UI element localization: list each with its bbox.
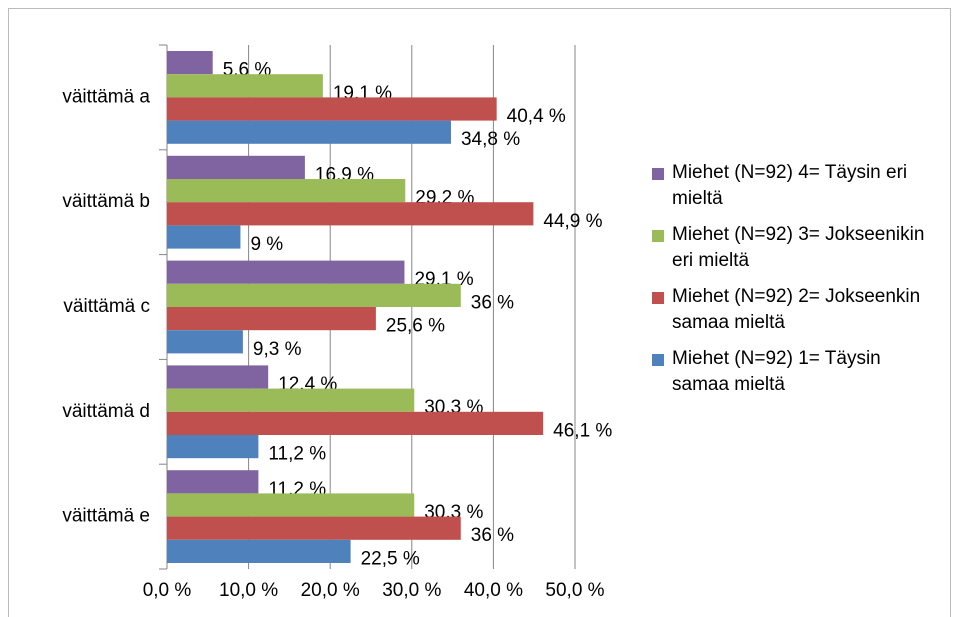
bar (167, 388, 415, 412)
chart-frame (8, 8, 951, 617)
data-label: 40,4 % (507, 106, 566, 127)
bar (167, 225, 241, 249)
legend: Miehet (N=92) 4= Täysin eri mieltä Miehet… (652, 160, 932, 408)
y-tick-label: väittämä e (62, 506, 150, 527)
legend-label: Miehet (N=92) 1= Täysin samaa mieltä (672, 348, 881, 395)
bar (167, 493, 415, 517)
bar (167, 365, 269, 389)
bar (167, 307, 376, 331)
bar (167, 470, 259, 494)
bar (167, 283, 461, 307)
data-label: 36 % (471, 292, 514, 313)
bar (167, 411, 544, 435)
bar (167, 155, 305, 179)
bar (167, 539, 351, 563)
bar (167, 435, 259, 459)
data-label: 11,2 % (268, 444, 326, 465)
legend-swatch (652, 292, 664, 304)
legend-swatch (652, 354, 664, 366)
bar (167, 97, 497, 121)
legend-item: Miehet (N=92) 2= Jokseenkin samaa mieltä (652, 284, 932, 336)
legend-item: Miehet (N=92) 3= Jokseenikin eri mieltä (652, 222, 932, 274)
y-tick-label: väittämä b (62, 191, 150, 212)
y-tick-label: väittämä a (62, 86, 150, 107)
data-label: 25,6 % (386, 316, 445, 337)
x-tick-label: 30,0 % (382, 580, 441, 601)
legend-swatch (652, 168, 664, 180)
bar (167, 179, 406, 203)
legend-item: Miehet (N=92) 4= Täysin eri mieltä (652, 160, 932, 212)
legend-swatch (652, 230, 664, 242)
legend-label: Miehet (N=92) 2= Jokseenkin samaa mieltä (672, 286, 921, 333)
x-tick-label: 40,0 % (464, 580, 523, 601)
y-tick-label: väittämä c (63, 296, 150, 317)
data-label: 36 % (471, 525, 514, 546)
legend-label: Miehet (N=92) 3= Jokseenikin eri mieltä (672, 224, 925, 271)
data-label: 46,1 % (553, 420, 612, 441)
x-tick-label: 0,0 % (143, 580, 192, 601)
bar (167, 260, 405, 284)
data-label: 34,8 % (461, 129, 520, 150)
bar (167, 120, 451, 144)
bar (167, 330, 243, 354)
bar (167, 516, 461, 540)
data-label: 22,5 % (361, 548, 420, 569)
x-tick-label: 10,0 % (219, 580, 278, 601)
x-tick-label: 20,0 % (301, 580, 360, 601)
data-label: 44,9 % (543, 211, 602, 232)
bar (167, 74, 323, 98)
bar (167, 51, 213, 75)
legend-item: Miehet (N=92) 1= Täysin samaa mieltä (652, 346, 932, 398)
data-label: 9 % (250, 234, 283, 255)
y-tick-label: väittämä d (62, 401, 150, 422)
legend-label: Miehet (N=92) 4= Täysin eri mieltä (672, 162, 908, 209)
bar (167, 202, 534, 226)
x-tick-label: 50,0 % (545, 580, 604, 601)
data-label: 9,3 % (253, 339, 302, 360)
